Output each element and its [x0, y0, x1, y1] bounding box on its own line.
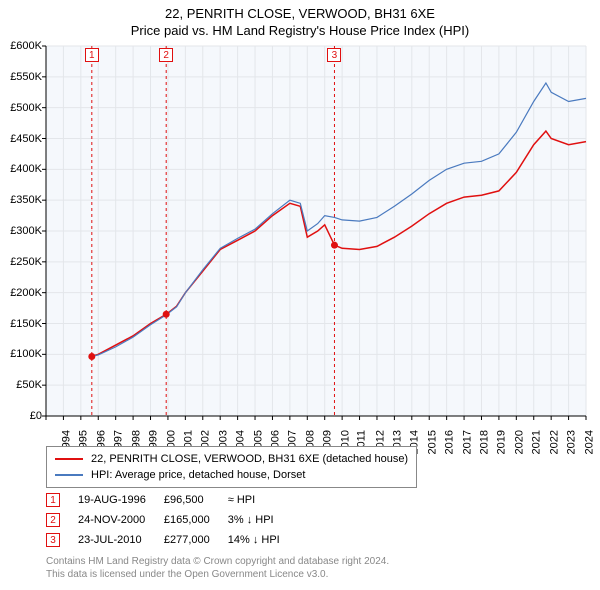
sale-dot	[163, 311, 170, 318]
sale-date: 19-AUG-1996	[78, 490, 164, 510]
sale-price: £165,000	[164, 510, 228, 530]
y-axis-label: £50K	[0, 379, 42, 391]
y-axis-label: £350K	[0, 194, 42, 206]
sale-delta: ≈ HPI	[228, 490, 298, 510]
y-axis-label: £0	[0, 410, 42, 422]
sale-dot	[88, 353, 95, 360]
x-axis-label: 2022	[548, 430, 560, 454]
y-axis-label: £600K	[0, 40, 42, 52]
x-axis-label: 2016	[444, 430, 456, 454]
titles: 22, PENRITH CLOSE, VERWOOD, BH31 6XE Pri…	[0, 0, 600, 38]
y-axis-label: £500K	[0, 102, 42, 114]
footnote-line2: This data is licensed under the Open Gov…	[46, 569, 389, 582]
legend-label: 22, PENRITH CLOSE, VERWOOD, BH31 6XE (de…	[91, 453, 408, 465]
y-axis-label: £300K	[0, 225, 42, 237]
sale-marker-box: 2	[159, 48, 173, 62]
chart-area: £0£50K£100K£150K£200K£250K£300K£350K£400…	[46, 46, 586, 416]
x-axis-label: 2017	[461, 430, 473, 454]
sale-price: £96,500	[164, 490, 228, 510]
x-axis-label: 2024	[583, 430, 595, 454]
sale-marker-box: 1	[85, 48, 99, 62]
sale-marker-box: 3	[327, 48, 341, 62]
sale-date: 24-NOV-2000	[78, 510, 164, 530]
sale-price: £277,000	[164, 530, 228, 550]
x-axis-label: 2020	[513, 430, 525, 454]
sale-delta: 14% ↓ HPI	[228, 530, 298, 550]
sale-marker-box: 1	[46, 493, 60, 507]
sale-row: 3 23-JUL-2010£277,00014% ↓ HPI	[46, 530, 298, 550]
y-axis-label: £450K	[0, 133, 42, 145]
x-axis-label: 2015	[426, 430, 438, 454]
x-axis-label: 2023	[566, 430, 578, 454]
legend-swatch	[55, 458, 83, 460]
y-axis-label: £550K	[0, 71, 42, 83]
y-axis-label: £250K	[0, 256, 42, 268]
title-sub: Price paid vs. HM Land Registry's House …	[0, 23, 600, 38]
legend-row: 22, PENRITH CLOSE, VERWOOD, BH31 6XE (de…	[55, 451, 408, 467]
x-axis-label: 2021	[531, 430, 543, 454]
sale-row: 1 19-AUG-1996£96,500≈ HPI	[46, 490, 298, 510]
legend-row: HPI: Average price, detached house, Dors…	[55, 467, 408, 483]
sales-table: 1 19-AUG-1996£96,500≈ HPI 2 24-NOV-2000£165…	[46, 490, 298, 550]
sale-dot	[331, 242, 338, 249]
y-axis-label: £400K	[0, 163, 42, 175]
footnote-line1: Contains HM Land Registry data © Crown c…	[46, 556, 389, 569]
y-axis-label: £200K	[0, 287, 42, 299]
plot-svg	[46, 46, 586, 416]
footnote: Contains HM Land Registry data © Crown c…	[46, 556, 389, 581]
series-property	[91, 131, 586, 356]
sale-marker-box: 3	[46, 533, 60, 547]
sale-date: 23-JUL-2010	[78, 530, 164, 550]
legend: 22, PENRITH CLOSE, VERWOOD, BH31 6XE (de…	[46, 446, 417, 488]
legend-swatch	[55, 474, 83, 476]
y-axis-label: £100K	[0, 348, 42, 360]
x-axis-label: 2018	[479, 430, 491, 454]
x-axis-label: 2019	[496, 430, 508, 454]
sale-marker-box: 2	[46, 513, 60, 527]
legend-label: HPI: Average price, detached house, Dors…	[91, 469, 305, 481]
sale-row: 2 24-NOV-2000£165,0003% ↓ HPI	[46, 510, 298, 530]
chart-container: 22, PENRITH CLOSE, VERWOOD, BH31 6XE Pri…	[0, 0, 600, 590]
sale-delta: 3% ↓ HPI	[228, 510, 298, 530]
y-axis-label: £150K	[0, 318, 42, 330]
title-main: 22, PENRITH CLOSE, VERWOOD, BH31 6XE	[0, 6, 600, 21]
